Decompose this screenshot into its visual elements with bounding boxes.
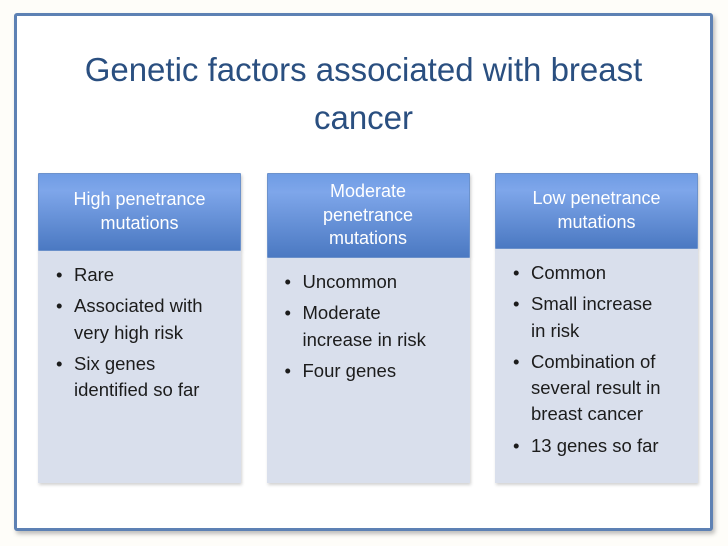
column-bullet-list: Common Small increase in riskCombination … (495, 249, 698, 483)
bullet-item: Four genes (279, 358, 441, 385)
column-header-box: Moderate penetrance mutations (266, 173, 470, 258)
bullet-item: Uncommon (279, 269, 441, 296)
column-header-box: Low penetrance mutations (495, 173, 698, 249)
column-header-label: Moderate penetrance mutations (322, 180, 414, 249)
column-high-penetrance: High penetrance mutations Rare Associated… (38, 173, 241, 483)
bullet-item: Combination of several result in breast … (507, 349, 669, 428)
column-header-label: Low penetrance mutations (532, 188, 661, 232)
bullet-item: 13 genes so far (507, 433, 669, 460)
column-moderate-penetrance: Moderate penetrance mutations Uncommon Mo… (266, 173, 470, 483)
slide-frame: Genetic factors associated with breast c… (14, 13, 713, 531)
bullet-item: Rare (50, 262, 212, 289)
column-low-penetrance: Low penetrance mutations Common Small inc… (495, 173, 698, 483)
bullet-item: Associated with very high risk (50, 293, 212, 346)
comparison-columns: High penetrance mutations Rare Associated… (38, 173, 698, 483)
column-header-box: High penetrance mutations (38, 173, 241, 251)
bullet-item: Common (507, 260, 669, 287)
column-bullet-list: Rare Associated with very high riskSix ge… (38, 251, 241, 483)
bullet-item: Moderate increase in risk (279, 300, 441, 353)
slide-title: Genetic factors associated with breast c… (84, 51, 643, 136)
column-bullet-list: Uncommon Moderate increase in risk Four ge… (266, 258, 470, 483)
bullet-item: Six genes identified so far (50, 351, 212, 404)
bullet-item: Small increase in risk (507, 291, 669, 344)
column-header-label: High penetrance mutations (73, 189, 206, 233)
